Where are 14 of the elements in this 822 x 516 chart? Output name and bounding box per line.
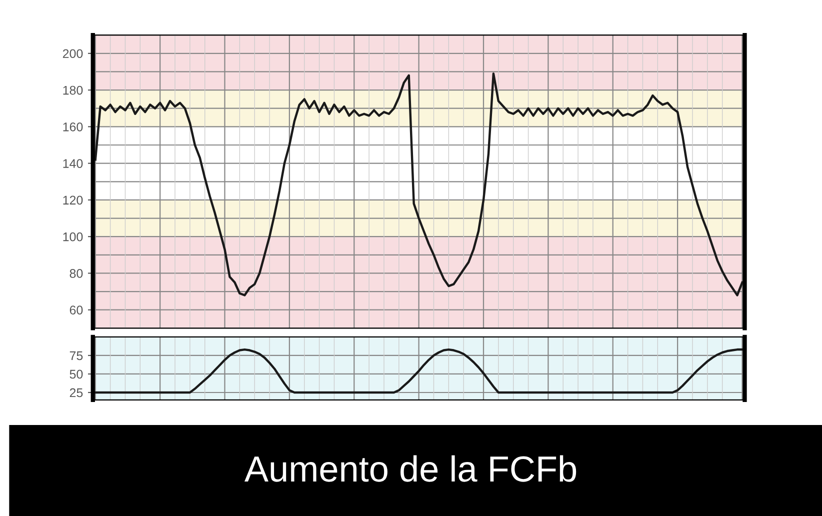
y-tick-label: 200 (62, 49, 83, 58)
y-tick-label: 100 (63, 232, 83, 242)
text: Aumento de la FCFb (244, 455, 576, 482)
y-tick-label: 75 (70, 351, 83, 360)
y-tick-label: 80 (70, 269, 83, 278)
y-tick-label: 120 (63, 196, 83, 205)
line-series (94, 72, 744, 296)
y-tick-label: 50 (70, 370, 83, 379)
y-tick-label: 160 (63, 122, 83, 132)
y-tick-label: 180 (63, 86, 83, 95)
y-tick-label: 140 (63, 159, 83, 168)
y-tick-label: 60 (70, 306, 83, 315)
line-series (94, 348, 744, 394)
y-tick-label: 25 (70, 388, 83, 398)
